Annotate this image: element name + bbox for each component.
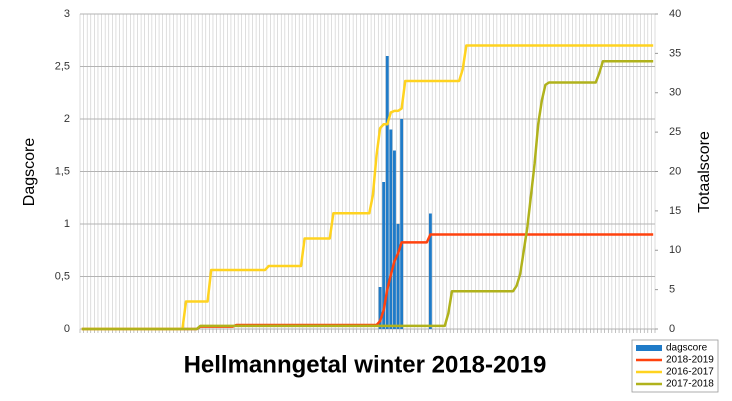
y-tick-label: 1 — [64, 218, 70, 230]
legend-label: 2016-2017 — [666, 367, 714, 378]
y2-tick-label: 10 — [669, 244, 681, 256]
grid — [79, 13, 656, 333]
y2-tick-label: 40 — [669, 8, 681, 20]
bar — [378, 287, 382, 329]
chart-title: Hellmanngetal winter 2018-2019 — [184, 351, 547, 378]
y2-axis-title: Totaalscore — [696, 131, 713, 213]
bar — [396, 224, 400, 329]
line — [81, 60, 654, 331]
y-tick-label: 1,5 — [55, 165, 70, 177]
y-axis-title: Dagscore — [21, 138, 38, 207]
bar — [382, 182, 386, 329]
bar — [389, 129, 393, 329]
legend-label: dagscore — [666, 343, 708, 354]
y-tick-label: 0,5 — [55, 270, 70, 282]
bar — [400, 119, 404, 329]
y2-tick-label: 25 — [669, 126, 681, 138]
y-tick-label: 3 — [64, 8, 70, 20]
y2-tick-label: 35 — [669, 47, 681, 59]
y-tick-label: 0 — [64, 323, 70, 335]
y2-tick-label: 20 — [669, 165, 681, 177]
legend-label: 2018-2019 — [666, 355, 714, 366]
y2-tick-label: 30 — [669, 87, 681, 99]
legend-swatch — [636, 345, 662, 351]
bar — [393, 150, 396, 329]
bar — [385, 56, 389, 329]
y2-tick-label: 15 — [669, 205, 681, 217]
marks — [81, 44, 654, 331]
y-tick-label: 2,5 — [55, 60, 70, 72]
y2-tick-label: 0 — [669, 323, 675, 335]
y2-tick-label: 5 — [669, 284, 675, 296]
y-tick-label: 2 — [64, 113, 70, 125]
bar — [428, 213, 432, 329]
legend-label: 2017-2018 — [666, 379, 714, 390]
